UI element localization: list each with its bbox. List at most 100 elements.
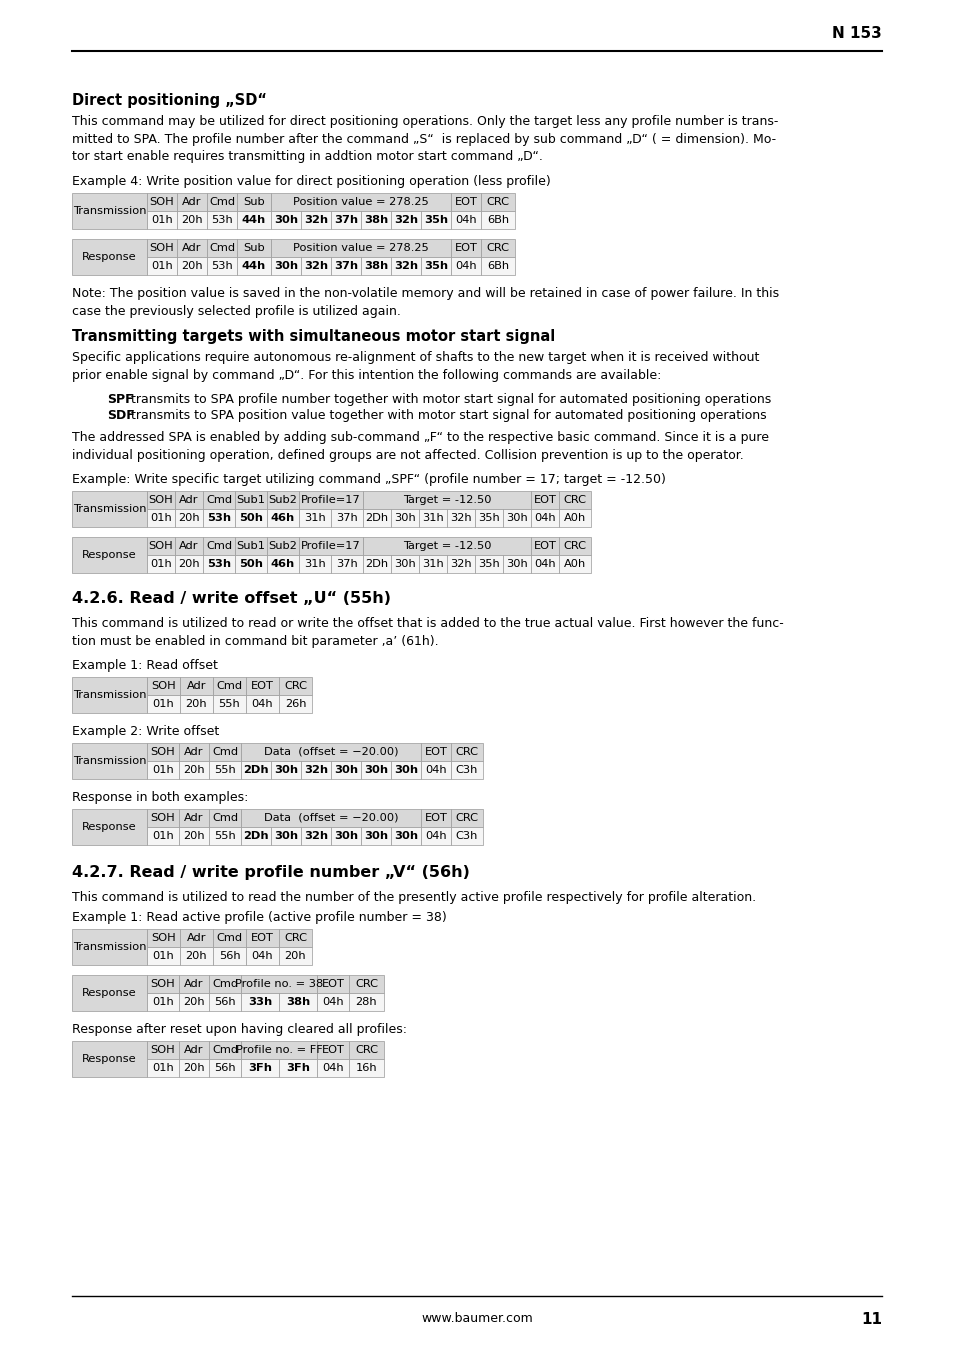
Text: 20h: 20h <box>183 1063 205 1073</box>
Text: Profile no. = 38: Profile no. = 38 <box>234 979 323 989</box>
Text: 35h: 35h <box>477 559 499 569</box>
Bar <box>331 211 360 230</box>
Bar <box>209 1042 241 1059</box>
Text: Transmitting targets with simultaneous motor start signal: Transmitting targets with simultaneous m… <box>71 330 555 345</box>
Text: Adr: Adr <box>184 979 204 989</box>
Bar <box>213 947 246 965</box>
Text: 35h: 35h <box>477 513 499 523</box>
Text: 31h: 31h <box>304 559 326 569</box>
Text: 37h: 37h <box>334 215 357 226</box>
Bar <box>298 555 331 573</box>
Text: CRC: CRC <box>284 681 307 690</box>
Bar <box>420 761 451 780</box>
Bar <box>298 490 363 509</box>
Bar <box>301 761 331 780</box>
Bar <box>209 975 241 993</box>
Text: 30h: 30h <box>274 765 297 775</box>
Text: SOH: SOH <box>151 747 175 757</box>
Bar <box>360 827 391 844</box>
Text: Profile=17: Profile=17 <box>301 540 360 551</box>
Text: Cmd: Cmd <box>212 1046 238 1055</box>
Bar <box>147 809 179 827</box>
Text: 04h: 04h <box>322 1063 343 1073</box>
Text: 32h: 32h <box>304 831 328 842</box>
Text: 55h: 55h <box>213 831 235 842</box>
Text: 38h: 38h <box>286 997 310 1006</box>
Text: 2Dh: 2Dh <box>243 765 269 775</box>
Text: CRC: CRC <box>563 494 586 505</box>
Text: 01h: 01h <box>152 698 174 709</box>
Bar <box>180 677 213 694</box>
Text: Transmission: Transmission <box>72 205 146 216</box>
Text: 38h: 38h <box>363 215 388 226</box>
Text: CRC: CRC <box>284 934 307 943</box>
Text: 32h: 32h <box>304 215 328 226</box>
Bar <box>241 993 278 1011</box>
Bar <box>180 947 213 965</box>
Bar <box>246 677 278 694</box>
Bar <box>271 239 451 257</box>
Text: 20h: 20h <box>178 559 199 569</box>
Text: 46h: 46h <box>271 513 294 523</box>
Text: 01h: 01h <box>152 831 173 842</box>
Bar <box>271 761 301 780</box>
Bar <box>271 193 451 211</box>
Bar <box>271 257 301 276</box>
Text: 30h: 30h <box>334 765 357 775</box>
Bar <box>391 555 418 573</box>
Text: Response in both examples:: Response in both examples: <box>71 790 248 804</box>
Text: Cmd: Cmd <box>212 747 238 757</box>
Text: 4.2.7. Read / write profile number „V“ (56h): 4.2.7. Read / write profile number „V“ (… <box>71 865 470 880</box>
Bar <box>147 239 177 257</box>
Text: SOH: SOH <box>151 681 175 690</box>
Text: Position value = 278.25: Position value = 278.25 <box>293 243 429 253</box>
Bar <box>234 555 267 573</box>
Text: A0h: A0h <box>563 559 585 569</box>
Text: 28h: 28h <box>355 997 377 1006</box>
Text: Cmd: Cmd <box>212 813 238 823</box>
Text: 2Dh: 2Dh <box>365 559 388 569</box>
Bar <box>71 809 147 844</box>
Text: C3h: C3h <box>456 765 477 775</box>
Bar <box>420 743 451 761</box>
Bar <box>349 993 384 1011</box>
Bar <box>177 257 207 276</box>
Text: 30h: 30h <box>363 765 388 775</box>
Bar <box>451 827 482 844</box>
Text: Response: Response <box>82 988 136 998</box>
Text: CRC: CRC <box>563 540 586 551</box>
Bar <box>234 509 267 527</box>
Text: 30h: 30h <box>506 559 527 569</box>
Bar <box>147 1059 179 1077</box>
Text: Adr: Adr <box>187 681 206 690</box>
Text: Sub: Sub <box>243 243 265 253</box>
Text: 01h: 01h <box>150 513 172 523</box>
Bar <box>147 827 179 844</box>
Bar <box>271 827 301 844</box>
Text: Transmission: Transmission <box>72 757 146 766</box>
Bar <box>278 1059 316 1077</box>
Bar <box>558 536 590 555</box>
Bar <box>475 509 502 527</box>
Text: 32h: 32h <box>304 261 328 272</box>
Bar <box>179 993 209 1011</box>
Bar <box>246 694 278 713</box>
Bar <box>174 509 203 527</box>
Text: 53h: 53h <box>211 261 233 272</box>
Bar <box>147 555 174 573</box>
Bar <box>174 490 203 509</box>
Text: Note: The position value is saved in the non-volatile memory and will be retaine: Note: The position value is saved in the… <box>71 286 779 317</box>
Bar <box>301 211 331 230</box>
Bar <box>241 827 271 844</box>
Bar <box>363 536 531 555</box>
Bar <box>203 509 234 527</box>
Bar <box>418 555 447 573</box>
Bar <box>147 536 174 555</box>
Text: 01h: 01h <box>151 215 172 226</box>
Bar <box>420 211 451 230</box>
Bar <box>278 677 312 694</box>
Text: 3Fh: 3Fh <box>286 1063 310 1073</box>
Text: Sub1: Sub1 <box>236 540 265 551</box>
Bar <box>147 257 177 276</box>
Bar <box>241 1042 316 1059</box>
